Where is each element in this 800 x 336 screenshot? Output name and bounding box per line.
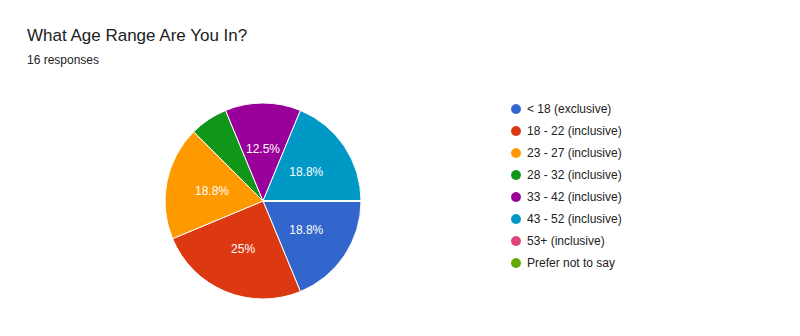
svg-text:18 - 22 (inclusive): 18 - 22 (inclusive) [527, 124, 622, 138]
svg-text:23 - 27 (inclusive): 23 - 27 (inclusive) [527, 146, 622, 160]
svg-text:< 18 (exclusive): < 18 (exclusive) [527, 102, 611, 116]
svg-text:Prefer not to say: Prefer not to say [527, 256, 615, 270]
svg-text:18.8%: 18.8% [289, 165, 323, 179]
svg-text:What Age Range Are You In?: What Age Range Are You In? [27, 26, 247, 45]
svg-text:18.8%: 18.8% [195, 184, 229, 198]
svg-text:25%: 25% [231, 242, 255, 256]
svg-text:16 responses: 16 responses [27, 53, 99, 67]
svg-text:33 - 42 (inclusive): 33 - 42 (inclusive) [527, 190, 622, 204]
svg-text:53+ (inclusive): 53+ (inclusive) [527, 234, 605, 248]
svg-text:28 - 32 (inclusive): 28 - 32 (inclusive) [527, 168, 622, 182]
svg-text:18.8%: 18.8% [289, 223, 323, 237]
svg-text:43 - 52 (inclusive): 43 - 52 (inclusive) [527, 212, 622, 226]
svg-text:12.5%: 12.5% [246, 142, 280, 156]
